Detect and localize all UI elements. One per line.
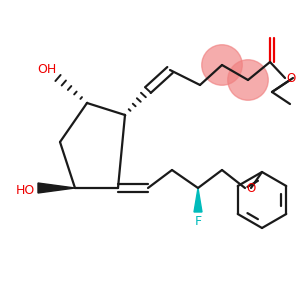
Text: F: F — [194, 215, 202, 228]
Circle shape — [228, 60, 268, 100]
Circle shape — [202, 45, 242, 85]
Polygon shape — [38, 183, 75, 193]
Text: O: O — [286, 71, 295, 85]
Text: HO: HO — [16, 184, 35, 197]
Text: OH: OH — [37, 63, 56, 76]
Text: O: O — [246, 182, 255, 194]
Polygon shape — [194, 188, 202, 212]
